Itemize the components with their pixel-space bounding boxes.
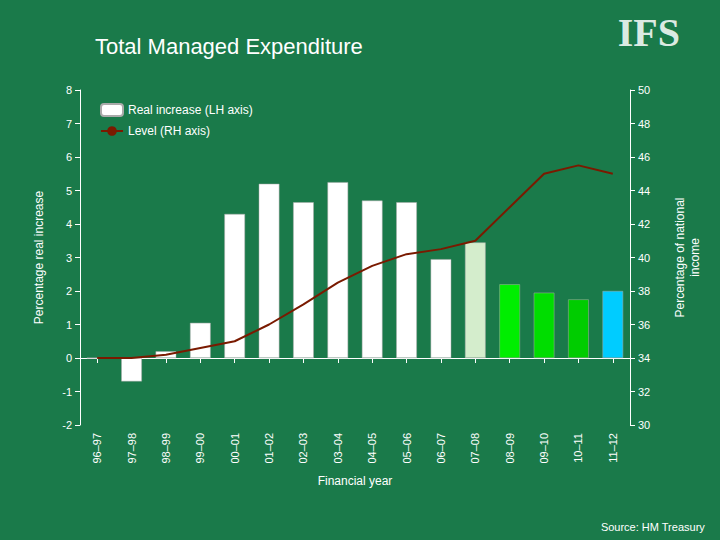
svg-text:11–12: 11–12 (607, 433, 619, 463)
svg-text:-2: -2 (62, 419, 72, 431)
svg-text:05–06: 05–06 (401, 433, 413, 464)
svg-text:06–07: 06–07 (435, 433, 447, 464)
svg-text:42: 42 (638, 218, 650, 230)
svg-text:2: 2 (66, 285, 72, 297)
svg-text:34: 34 (638, 352, 650, 364)
svg-text:0: 0 (66, 352, 72, 364)
svg-text:97–98: 97–98 (126, 433, 138, 464)
svg-text:Source: HM Treasury: Source: HM Treasury (601, 521, 705, 533)
svg-text:income: income (688, 238, 702, 277)
svg-text:36: 36 (638, 319, 650, 331)
svg-text:08–09: 08–09 (504, 433, 516, 464)
svg-text:48: 48 (638, 118, 650, 130)
svg-text:Percentage of national: Percentage of national (673, 197, 687, 317)
svg-text:4: 4 (66, 218, 72, 230)
svg-text:38: 38 (638, 285, 650, 297)
svg-text:Financial year: Financial year (318, 474, 393, 488)
svg-text:96–97: 96–97 (91, 433, 103, 464)
svg-text:10–11: 10–11 (572, 433, 584, 463)
svg-text:32: 32 (638, 386, 650, 398)
svg-text:Total Managed Expenditure: Total Managed Expenditure (95, 34, 363, 59)
svg-text:Level (RH axis): Level (RH axis) (128, 124, 210, 138)
svg-text:44: 44 (638, 185, 650, 197)
svg-text:Real increase (LH axis): Real increase (LH axis) (128, 103, 253, 117)
svg-text:-1: -1 (62, 386, 72, 398)
svg-text:30: 30 (638, 419, 650, 431)
svg-text:01–02: 01–02 (263, 433, 275, 464)
svg-text:99–00: 99–00 (194, 433, 206, 464)
svg-text:6: 6 (66, 151, 72, 163)
svg-text:40: 40 (638, 252, 650, 264)
svg-text:98–99: 98–99 (160, 433, 172, 464)
svg-text:00–01: 00–01 (229, 433, 241, 464)
svg-text:1: 1 (66, 319, 72, 331)
svg-text:50: 50 (638, 84, 650, 96)
svg-text:07–08: 07–08 (469, 433, 481, 464)
svg-text:03–04: 03–04 (332, 433, 344, 464)
svg-text:46: 46 (638, 151, 650, 163)
svg-text:04–05: 04–05 (366, 433, 378, 464)
svg-text:3: 3 (66, 252, 72, 264)
svg-text:09–10: 09–10 (538, 433, 550, 464)
svg-text:8: 8 (66, 84, 72, 96)
svg-text:02–03: 02–03 (297, 433, 309, 464)
svg-text:7: 7 (66, 118, 72, 130)
svg-text:Percentage real increase: Percentage real increase (32, 190, 46, 324)
svg-text:IFS: IFS (618, 10, 680, 55)
svg-text:5: 5 (66, 185, 72, 197)
